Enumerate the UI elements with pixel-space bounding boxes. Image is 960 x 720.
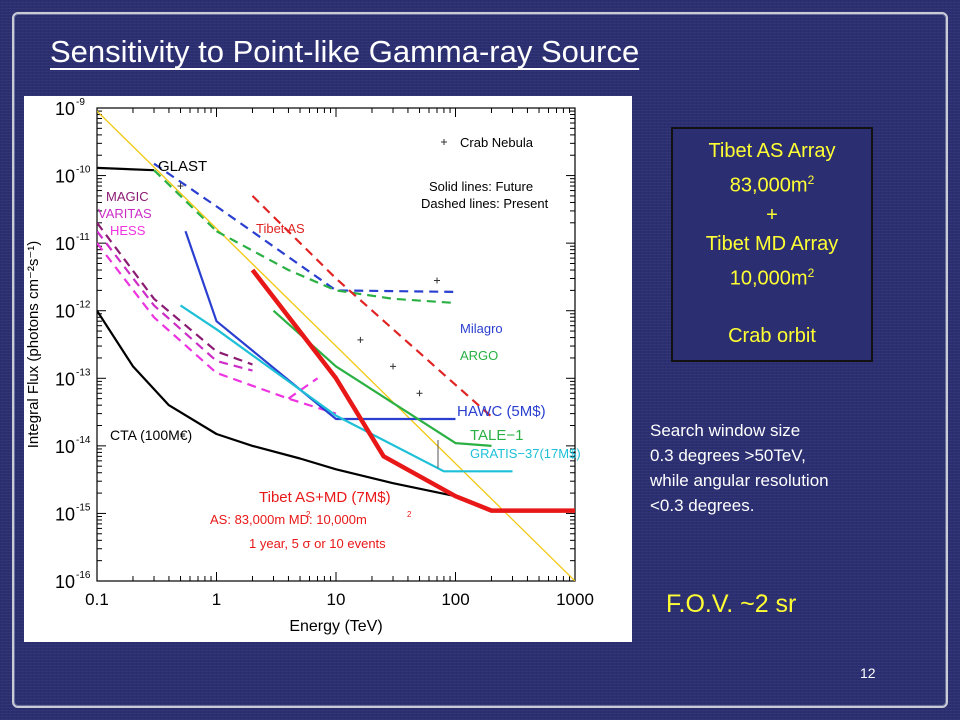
search-note-line-2: 0.3 degrees >50TeV, [650, 446, 806, 465]
page-number: 12 [860, 665, 876, 681]
series-tibet-as-md-7m- [250, 268, 575, 513]
x-tick-label: 100 [441, 590, 469, 609]
annotation-area: AS: 83,000m MD: 10,000m [210, 512, 367, 527]
chart-labels: Crab Nebula Solid lines: Future Dashed lin… [98, 135, 581, 551]
y-tick-exponent: -10 [76, 165, 91, 176]
series-tibet-as [251, 195, 493, 418]
crab-point-marker [390, 363, 397, 370]
series-label-tale: TALE−1 [470, 427, 524, 444]
series-label-glast: GLAST [158, 158, 207, 175]
series-label-magic: MAGIC [106, 189, 149, 204]
tibet-md-area-exp: 2 [807, 265, 815, 280]
crab-point-marker [416, 390, 423, 397]
y-tick-exponent: -11 [76, 232, 90, 243]
tibet-plus: + [766, 203, 778, 226]
series-varitas [97, 230, 253, 372]
y-tick-label: 10 [55, 504, 75, 524]
y-tick-label: 10 [55, 99, 75, 119]
series-glast-ext [153, 169, 218, 232]
series-label-gratis: GRATIS−37(17M$) [470, 446, 581, 461]
sensitivity-chart: 0.1 1 10 100 100010-1610-1510-1410-1310-1210… [25, 97, 594, 635]
search-note-line-3: while angular resolution [650, 471, 829, 490]
y-tick-exponent: -9 [76, 97, 85, 108]
chart-series [97, 110, 575, 581]
y-tick-label: 10 [55, 167, 75, 187]
series-hawc-5m- [184, 230, 456, 421]
series-magic [97, 222, 253, 366]
series-crab-nebula [97, 110, 575, 581]
series-label-hawc: HAWC (5M$) [457, 403, 546, 420]
crab-point-marker [433, 277, 440, 284]
tibet-md-label: Tibet MD Array [705, 232, 839, 255]
y-tick-label: 10 [55, 234, 75, 254]
series-label-tibetasmd: Tibet AS+MD (7M$) [259, 489, 391, 506]
slide-frame [12, 12, 948, 708]
x-tick-label: 10 [327, 590, 346, 609]
y-tick-label: 10 [55, 302, 75, 322]
search-window-note: Search window size 0.3 degrees >50TeV, w… [650, 418, 940, 518]
annotation-area-exp-md: 2 [407, 510, 412, 519]
series-label-argo: ARGO [460, 348, 498, 363]
crab-markers [177, 183, 440, 397]
tibet-as-area-exp: 2 [807, 173, 815, 187]
series-hess-up [287, 377, 319, 400]
y-tick-exponent: -15 [76, 502, 91, 513]
series-label-tibetas: Tibet AS [256, 221, 305, 236]
series-label-milagro: Milagro [460, 321, 503, 336]
fov-label: F.O.V. ~2 sr [666, 590, 797, 618]
series-glast [97, 166, 155, 172]
search-note-line-4: <0.3 degrees. [650, 496, 755, 515]
series-label-varitas: VARITAS [98, 206, 152, 221]
tibet-as-area-value: 83,000m [729, 174, 808, 197]
search-note-line-1: Search window size [650, 421, 801, 440]
series-argo [215, 230, 456, 305]
y-axis-label: Integral Flux (photons cm⁻²s⁻¹) [25, 241, 42, 449]
y-tick-label: 10 [55, 369, 75, 389]
tibet-crab-orbit: Crab orbit [728, 325, 816, 348]
legend-crab-text: Crab Nebula [460, 135, 534, 150]
chart-axes: 0.1 1 10 100 100010-1610-1510-1410-1310-1210… [25, 97, 594, 635]
y-tick-label: 10 [55, 437, 75, 457]
tibet-md-area: 10,000m2 [673, 259, 871, 294]
crab-point-marker [177, 183, 184, 190]
series-label-hess: HESS [110, 223, 146, 238]
x-tick-label: 1 [212, 590, 221, 609]
y-tick-exponent: -14 [76, 435, 91, 446]
series-tale-1 [272, 309, 492, 447]
series-cta-100m- [97, 310, 456, 498]
slide-title: Sensitivity to Point-like Gamma-ray Sour… [50, 34, 640, 69]
annotation-events: 1 year, 5 σ or 10 events [249, 536, 386, 551]
crab-point-marker [357, 336, 364, 343]
tibet-info-box: Tibet AS Array 83,000m2 + Tibet MD Array… [671, 127, 873, 362]
tibet-md-area-value: 10,000m [729, 267, 808, 290]
x-tick-label: 1000 [556, 590, 594, 609]
series-hess [97, 242, 337, 415]
legend-solid-text: Solid lines: Future [429, 179, 533, 194]
chart-legend-notes: Crab Nebula Solid lines: Future Dashed lin… [421, 135, 549, 211]
y-tick-label: 10 [55, 572, 75, 592]
y-tick-exponent: -13 [76, 367, 91, 378]
x-axis-label: Energy (TeV) [289, 618, 382, 635]
annotation-area-exp-as: 2 [306, 510, 311, 519]
series-milagro [153, 162, 456, 293]
x-tick-label: 0.1 [85, 590, 109, 609]
y-tick-exponent: -12 [76, 300, 91, 311]
tibet-as-area: 83,000m2 [673, 166, 871, 201]
tibet-as-label: Tibet AS Array [708, 140, 836, 162]
legend-dashed-text: Dashed lines: Present [421, 196, 549, 211]
y-tick-exponent: -16 [76, 570, 91, 581]
series-label-cta: CTA (100M€) [110, 427, 192, 443]
plot-panel: 0.1 1 10 100 1000 10 -16 10 -15 10 -14 10 -13 10 -12 10… [24, 96, 632, 642]
series-gratis-37-17m- [179, 304, 513, 473]
